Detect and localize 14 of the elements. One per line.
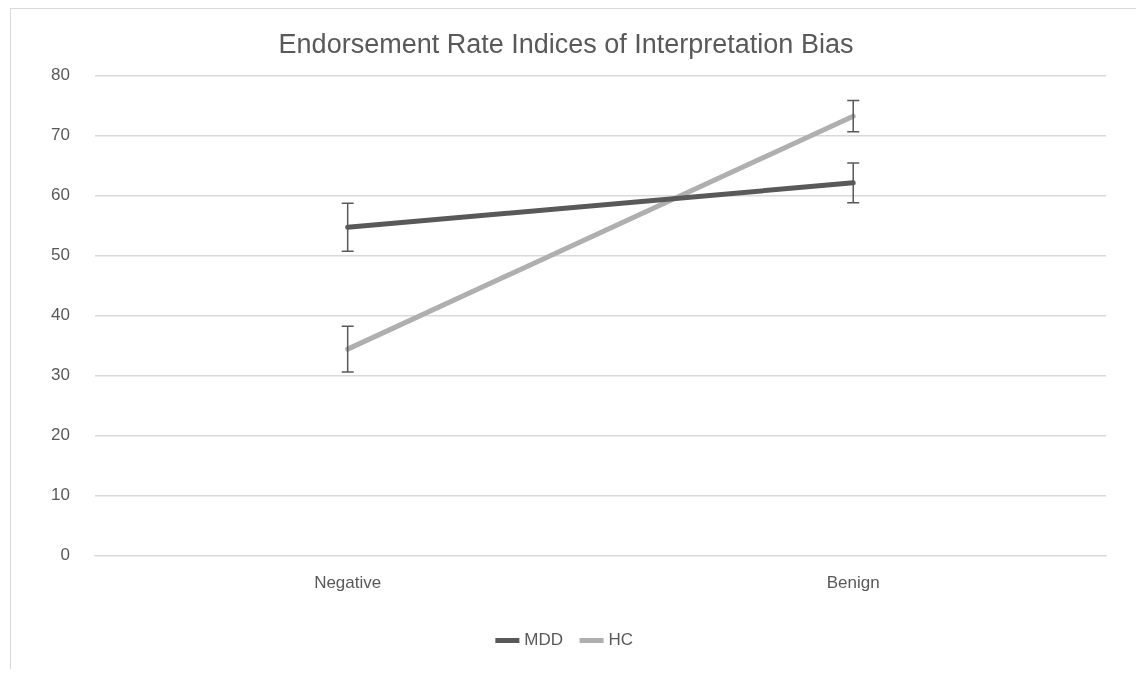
chart-title: Endorsement Rate Indices of Interpretation Bias [278, 28, 854, 59]
y-tick-label: 80 [50, 65, 70, 85]
y-tick-label: 50 [50, 245, 70, 265]
y-tick-label: 40 [50, 305, 70, 325]
y-tick-label: 0 [60, 545, 70, 565]
y-tick-label: 10 [50, 485, 70, 505]
legend-label: HC [608, 630, 634, 650]
x-tick-label: Benign [826, 573, 880, 593]
y-tick-label: 60 [50, 185, 70, 205]
x-tick-label: Negative [314, 573, 382, 593]
y-tick-label: 20 [50, 425, 70, 445]
legend-label: MDD [524, 630, 564, 650]
y-tick-label: 30 [50, 365, 70, 385]
y-tick-label: 70 [50, 125, 70, 145]
